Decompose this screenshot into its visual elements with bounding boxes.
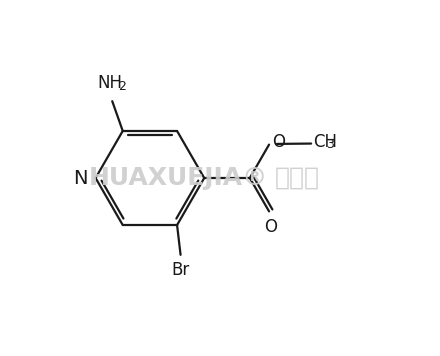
Text: CH: CH: [313, 133, 337, 151]
Text: NH: NH: [97, 74, 122, 93]
Text: 化学加: 化学加: [275, 166, 319, 190]
Text: O: O: [264, 218, 277, 236]
Text: HUAXUEJIA®: HUAXUEJIA®: [88, 166, 268, 190]
Text: O: O: [272, 133, 285, 151]
Text: 2: 2: [118, 80, 126, 94]
Text: N: N: [73, 168, 88, 188]
Text: Br: Br: [172, 261, 190, 279]
Text: 3: 3: [326, 138, 334, 151]
